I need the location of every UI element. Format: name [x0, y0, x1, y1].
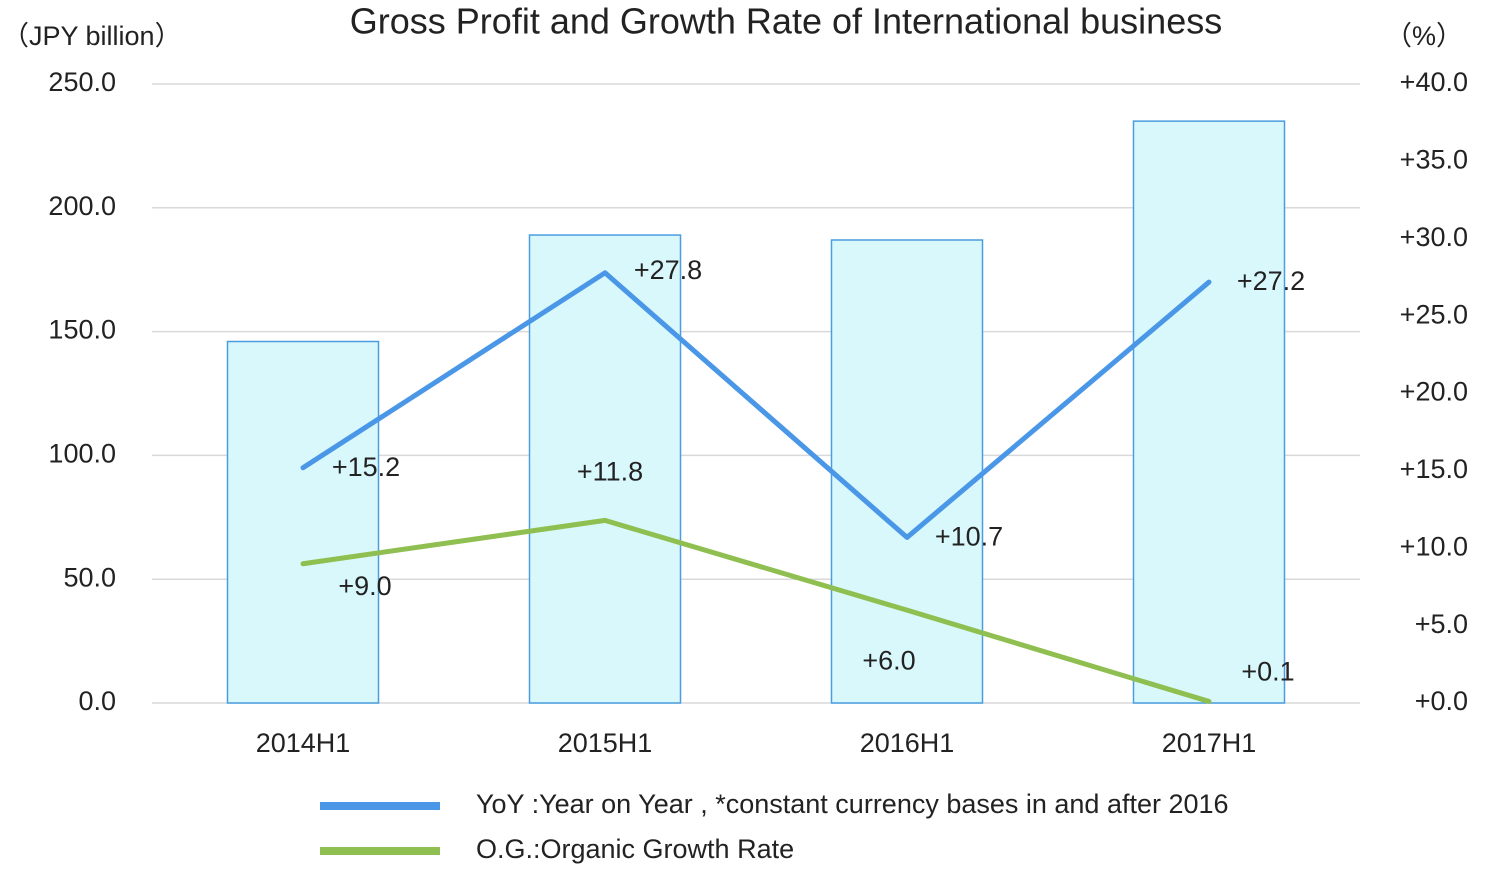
y2-tick-label: +10.0 — [1400, 531, 1468, 561]
y2-tick-label: +0.0 — [1415, 686, 1468, 716]
bar — [226, 340, 380, 704]
legend-label: O.G.:Organic Growth Rate — [476, 834, 794, 864]
y2-tick-label: +35.0 — [1400, 145, 1468, 175]
y2-tick-label: +40.0 — [1400, 67, 1468, 97]
bar — [528, 234, 682, 704]
y2-tick-label: +25.0 — [1400, 299, 1468, 329]
y2-axis-label: （%） — [1385, 21, 1463, 51]
y2-tick-label: +15.0 — [1400, 454, 1468, 484]
data-label: +15.2 — [332, 452, 400, 482]
data-label: +27.8 — [634, 255, 702, 285]
data-label: +0.1 — [1241, 657, 1294, 687]
y-axis-label: （JPY billion） — [2, 21, 182, 51]
line-series — [300, 517, 1212, 704]
x-tick-label: 2015H1 — [558, 728, 653, 758]
y2-tick-label: +20.0 — [1400, 377, 1468, 407]
x-tick-label: 2016H1 — [860, 728, 955, 758]
x-tick-label: 2017H1 — [1162, 728, 1257, 758]
x-tick-label: 2014H1 — [256, 728, 351, 758]
legend-label: YoY :Year on Year , *constant currency b… — [476, 789, 1229, 819]
data-label: +9.0 — [338, 571, 391, 601]
chart-title: Gross Profit and Growth Rate of Internat… — [350, 1, 1222, 42]
y2-tick-label: +5.0 — [1415, 609, 1468, 639]
y-tick-label: 0.0 — [78, 686, 116, 716]
bar — [1132, 120, 1286, 704]
data-label: +27.2 — [1237, 266, 1305, 296]
line-series — [300, 270, 1212, 540]
y-tick-label: 150.0 — [48, 315, 116, 345]
y-tick-label: 50.0 — [63, 562, 116, 592]
y-tick-label: 250.0 — [48, 67, 116, 97]
data-label: +11.8 — [577, 457, 643, 487]
y2-tick-label: +30.0 — [1400, 222, 1468, 252]
y-tick-label: 200.0 — [48, 191, 116, 221]
y-tick-label: 100.0 — [48, 439, 116, 469]
data-label: +10.7 — [935, 522, 1003, 552]
data-label: +6.0 — [862, 645, 915, 675]
bar — [830, 239, 984, 704]
